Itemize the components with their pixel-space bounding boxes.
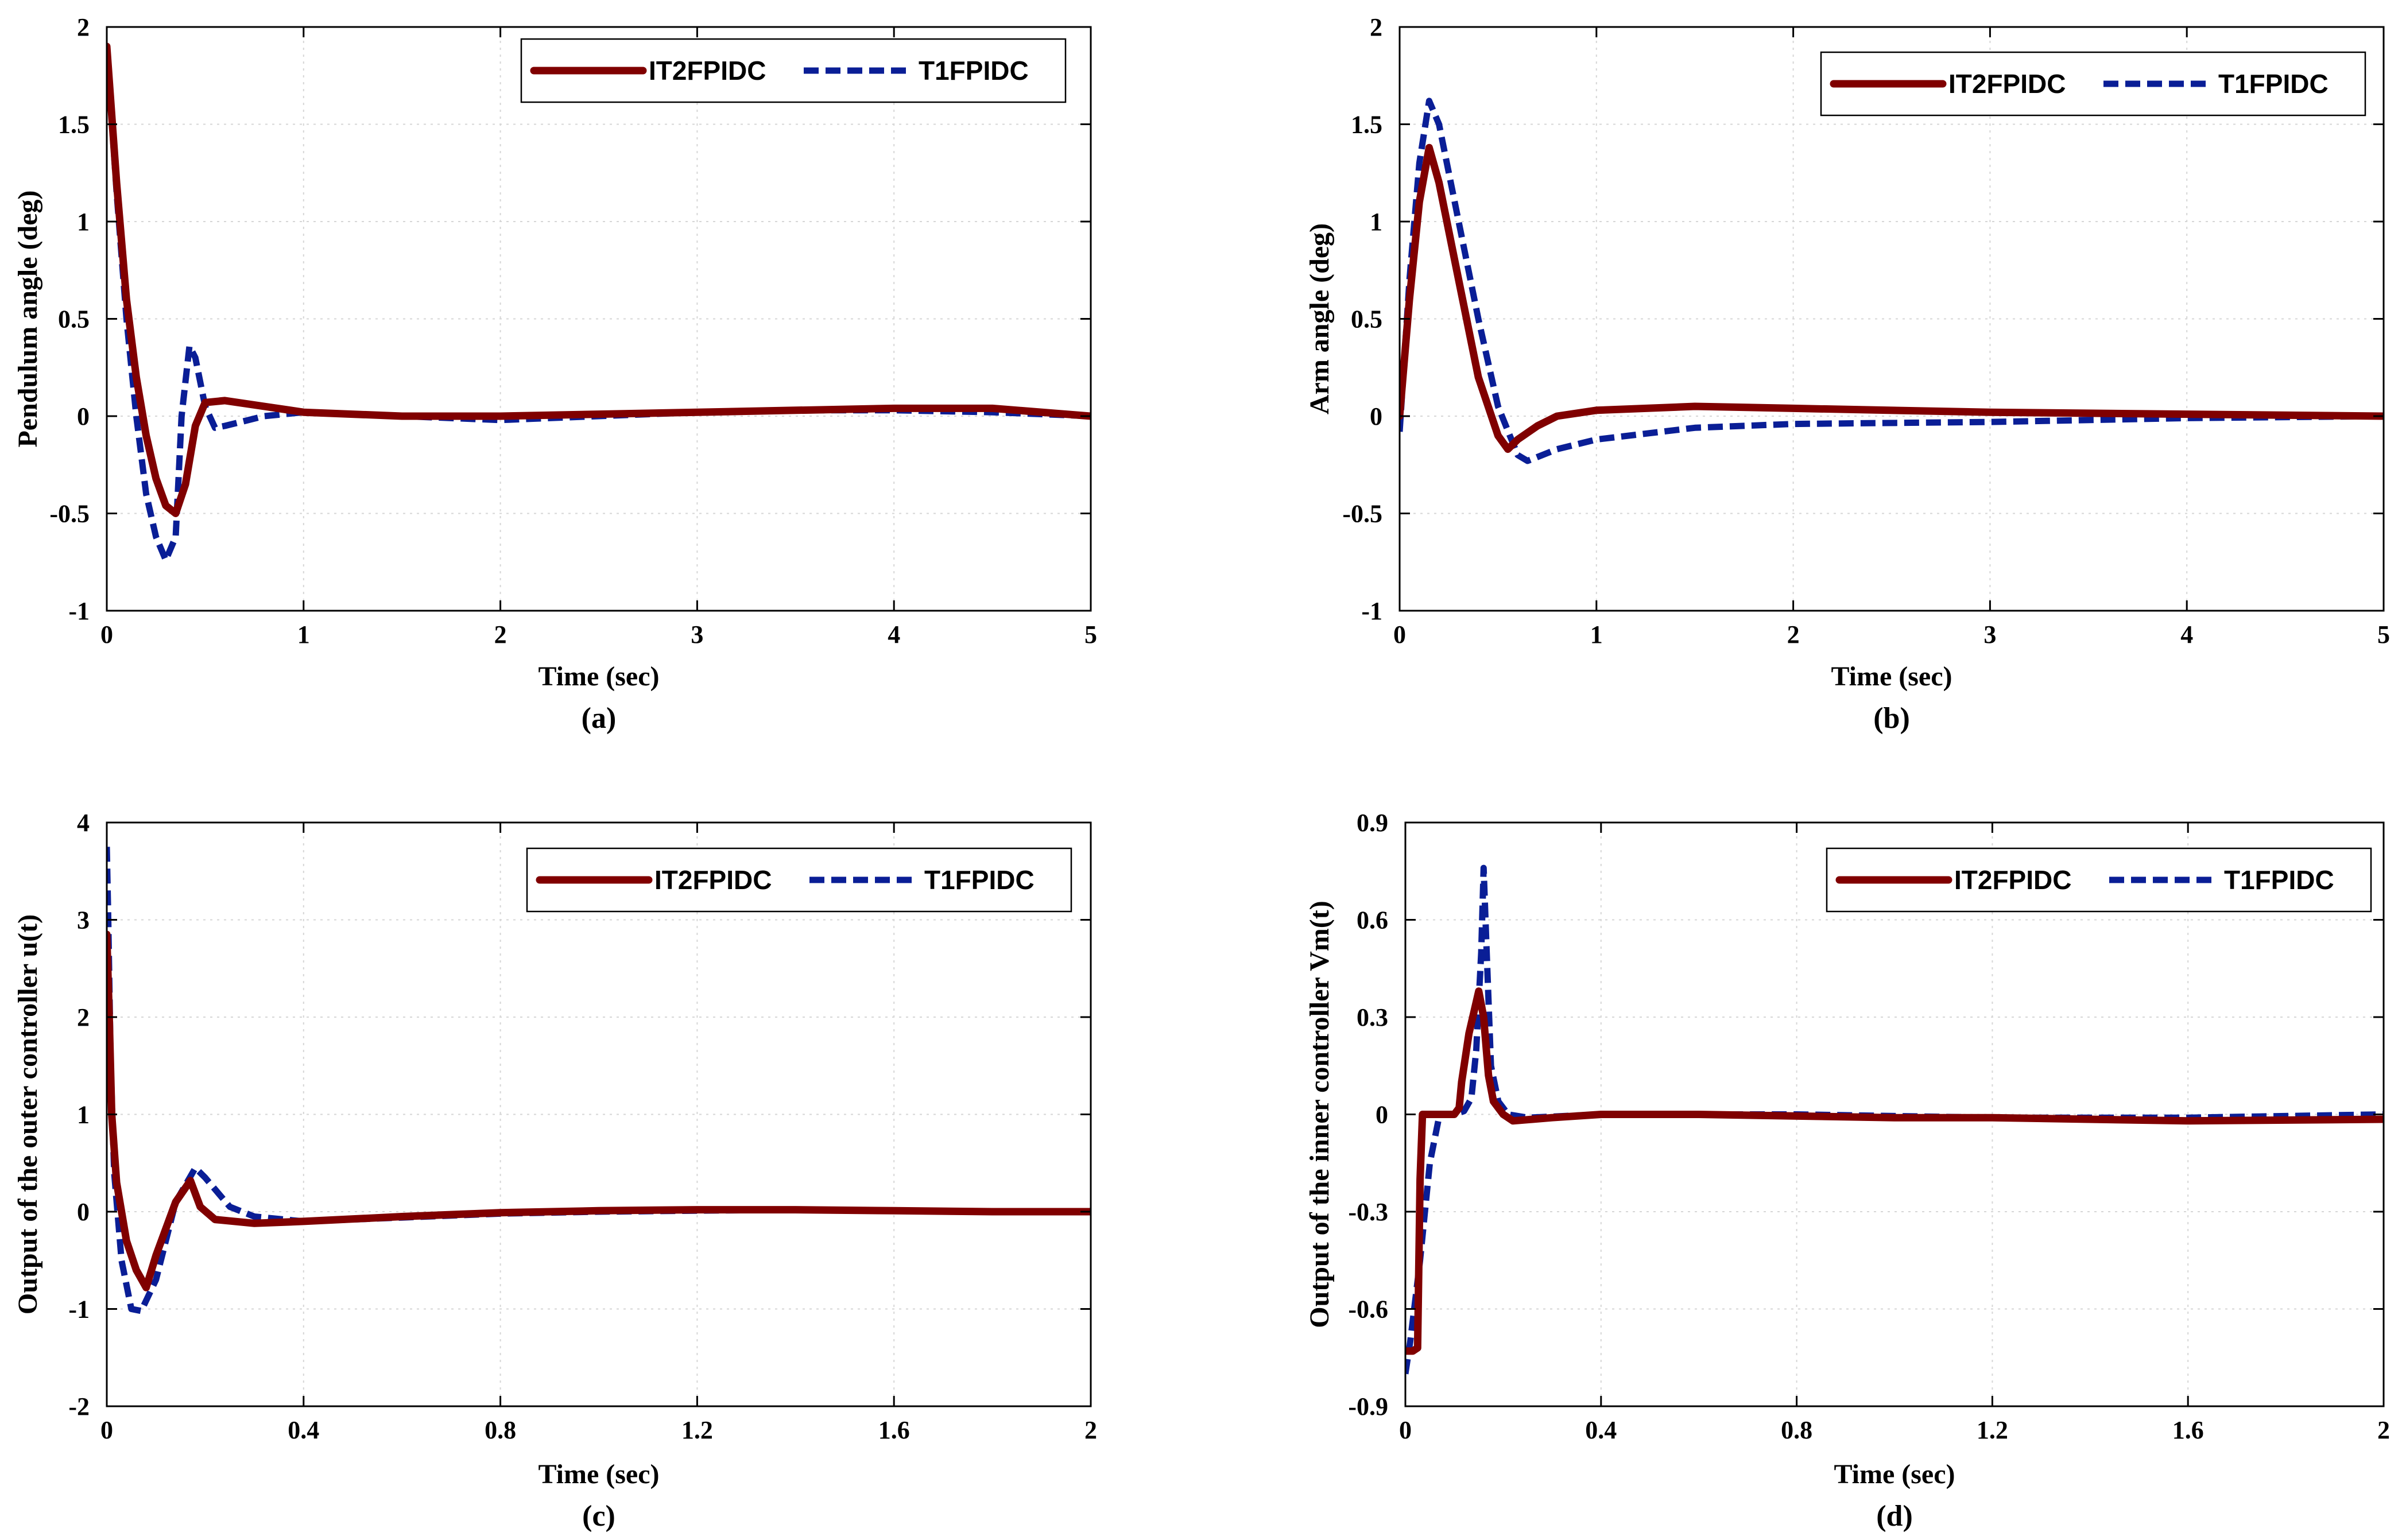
legend-label-t1fpidc: T1FPIDC [2218,69,2329,99]
x-tick-label: 0.8 [485,1416,516,1444]
legend-label-it2fpidc: IT2FPIDC [654,865,772,895]
y-axis-label: Arm angle (deg) [1304,223,1335,414]
y-axis-label: Output of the inner controller Vm(t) [1304,901,1335,1328]
series-line-it2fpidc [1400,143,2384,453]
x-axis-label: Time (sec) [1831,661,1952,692]
y-tick-label: 1.5 [1351,111,1382,139]
axes-frame [106,26,1092,612]
y-axis-label: Pendulum angle (deg) [13,190,43,447]
panel-label: (c) [582,1500,615,1533]
panel-label: (b) [1873,702,1910,735]
y-tick-label: 1 [77,208,90,236]
y-tick-label: -1 [68,1295,90,1324]
y-tick-label: 0.5 [1351,305,1382,333]
x-tick-label: 0 [100,620,113,649]
chart-panel-d: 0 0.4 0.8 1.2 1.6 2 -0.9 -0.6 -0.3 0 0.3 0.6 0.9 Time… [1304,809,2390,1533]
y-tick-label: 3 [77,906,90,934]
x-tick-label: 0 [100,1416,113,1444]
legend-label-it2fpidc: IT2FPIDC [1954,865,2071,895]
legend-label-t1fpidc: T1FPIDC [2224,865,2334,895]
series-line-it2fpidc [107,42,1091,517]
y-tick-label: -1 [68,597,90,625]
x-tick-label: 1.2 [1977,1416,2008,1444]
y-tick-label: -1 [1361,597,1382,625]
y-tick-label: -0.6 [1348,1295,1388,1324]
legend-label-it2fpidc: IT2FPIDC [1948,69,2066,99]
legend-label-t1fpidc: T1FPIDC [924,865,1035,895]
x-axis-label: Time (sec) [538,661,659,692]
legend: IT2FPIDC T1FPIDC [526,847,1072,913]
x-tick-label: 0.8 [1781,1416,1812,1444]
x-tick-label: 0 [1399,1416,1412,1444]
x-tick-label: 3 [691,620,703,649]
y-tick-label: -0.5 [49,500,90,528]
y-tick-label: 1 [77,1101,90,1129]
x-tick-label: 1.2 [681,1416,713,1444]
x-tick-label: 1 [1590,620,1603,649]
x-tick-label: 1 [297,620,310,649]
y-tick-label: 0.9 [1357,809,1388,837]
chart-panel-c: 0 0.4 0.8 1.2 1.6 2 -2 -1 0 1 2 3 4 Time (sec) Output … [13,809,1097,1533]
legend: IT2FPIDC T1FPIDC [520,38,1067,103]
y-tick-label: -0.3 [1348,1198,1388,1226]
x-tick-label: 4 [2180,620,2193,649]
y-tick-label: 0.6 [1357,906,1388,934]
x-tick-label: 5 [1084,620,1097,649]
x-axis-label: Time (sec) [538,1459,659,1489]
y-tick-label: -0.9 [1348,1392,1388,1421]
x-tick-label: 2 [2377,1416,2390,1444]
y-axis-label: Output of the outer controller u(t) [13,914,43,1314]
legend-label-it2fpidc: IT2FPIDC [649,56,766,86]
x-tick-label: 4 [888,620,900,649]
y-tick-label: 2 [77,1003,90,1031]
y-tick-label: 1 [1370,208,1382,236]
y-tick-label: 0.5 [58,305,90,333]
y-tick-label: 0 [77,1198,90,1226]
x-tick-label: 1.6 [2172,1416,2204,1444]
x-axis-label: Time (sec) [1834,1459,1955,1489]
y-tick-label: 0 [77,402,90,430]
y-tick-label: 1.5 [58,111,90,139]
series-line-it2fpidc [1405,987,2384,1355]
y-tick-label: 2 [1370,13,1382,41]
x-tick-label: 3 [1983,620,1996,649]
series-line-t1fpidc [107,46,1091,564]
series-line-t1fpidc [1400,98,2384,464]
x-tick-label: 0.4 [288,1416,319,1444]
legend: IT2FPIDC T1FPIDC [1826,847,2372,913]
series-line-it2fpidc [107,930,1091,1291]
x-tick-label: 5 [2377,620,2390,649]
panel-label: (d) [1876,1500,1913,1533]
chart-panel-b: 0 1 2 3 4 5 -1 -0.5 0 0.5 1 1.5 2 Time (sec) Arm angle… [1304,13,2390,735]
x-tick-label: 2 [1787,620,1800,649]
legend: IT2FPIDC T1FPIDC [1820,51,2366,117]
x-tick-label: 1.6 [878,1416,910,1444]
x-tick-label: 2 [494,620,507,649]
chart-panel-a: 0 1 2 3 4 5 -1 -0.5 0 0.5 1 1.5 2 Time (sec) Pendulum … [13,13,1097,735]
y-tick-label: 2 [77,13,90,41]
y-tick-label: -2 [68,1392,90,1421]
y-tick-label: 0.3 [1357,1003,1388,1031]
panel-label: (a) [582,702,617,735]
x-tick-label: 2 [1084,1416,1097,1444]
legend-label-t1fpidc: T1FPIDC [919,56,1029,86]
series-line-t1fpidc [107,847,1091,1314]
x-tick-label: 0.4 [1585,1416,1617,1444]
y-tick-label: 4 [77,809,90,837]
x-tick-label: 0 [1393,620,1406,649]
y-tick-label: -0.5 [1342,500,1382,528]
y-tick-label: 0 [1370,402,1382,430]
y-tick-label: 0 [1376,1101,1388,1129]
